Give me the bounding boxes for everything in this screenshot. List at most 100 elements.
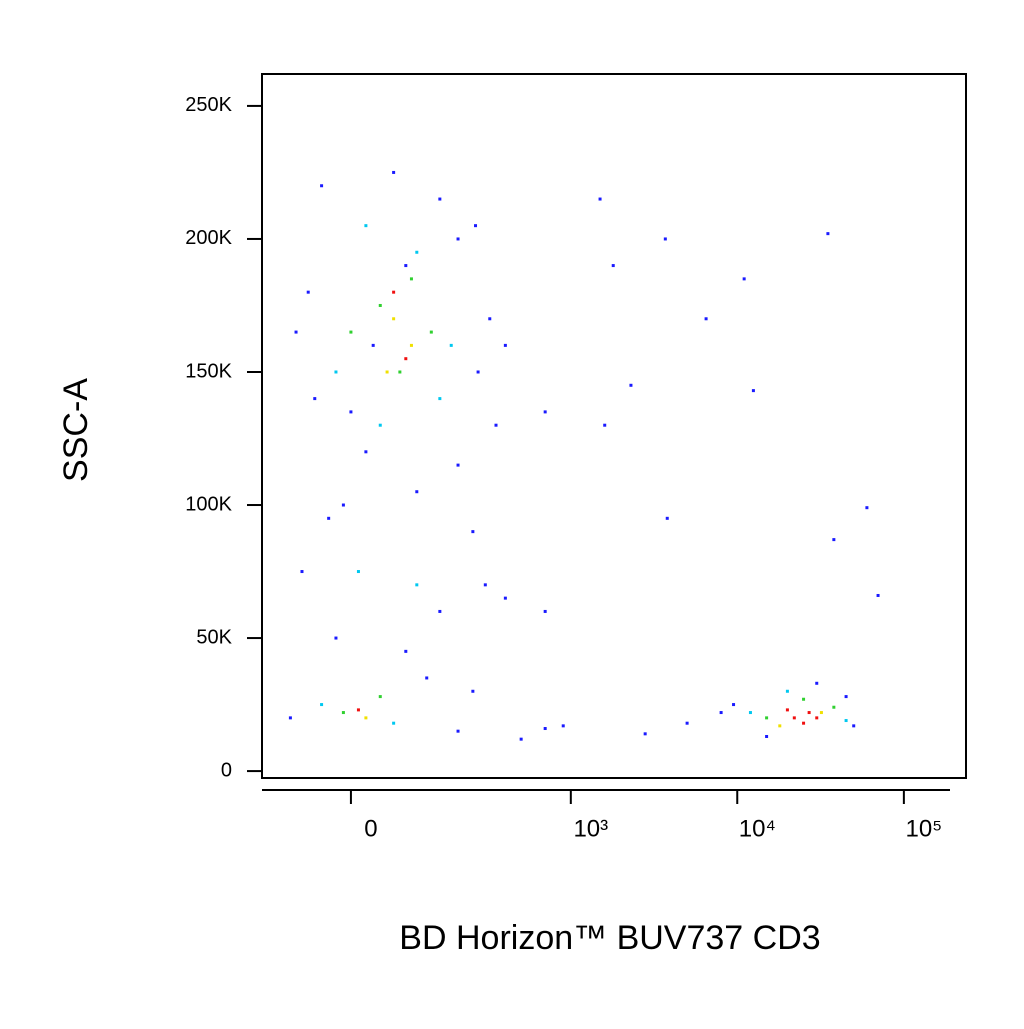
point xyxy=(751,389,755,393)
point xyxy=(425,676,429,680)
point xyxy=(876,593,880,597)
point xyxy=(802,697,806,701)
point xyxy=(832,705,836,709)
point xyxy=(488,317,492,321)
point xyxy=(765,716,769,720)
point xyxy=(865,506,869,510)
point xyxy=(778,724,782,728)
point xyxy=(320,184,324,188)
point xyxy=(438,397,442,401)
point xyxy=(807,711,811,715)
point xyxy=(378,695,382,699)
point xyxy=(503,343,507,347)
point xyxy=(456,729,460,733)
point xyxy=(378,303,382,307)
point xyxy=(378,423,382,427)
point xyxy=(364,224,368,228)
point xyxy=(385,370,389,374)
x-tick-label: 10³ xyxy=(573,815,608,842)
point xyxy=(785,708,789,712)
x-tick-label: 10⁴ xyxy=(739,815,776,842)
y-tick-label: 50K xyxy=(196,626,232,648)
point xyxy=(819,711,823,715)
point xyxy=(364,450,368,454)
x-axis-label: BD Horizon™ BUV737 CD3 xyxy=(399,919,820,957)
point xyxy=(300,570,304,574)
point xyxy=(792,716,796,720)
point xyxy=(404,649,408,653)
point xyxy=(456,463,460,467)
point xyxy=(356,708,360,712)
y-tick-label: 250K xyxy=(185,94,232,116)
point xyxy=(665,516,669,520)
point xyxy=(785,689,789,693)
y-tick-label: 150K xyxy=(185,360,232,382)
point xyxy=(456,237,460,241)
point xyxy=(802,721,806,725)
point xyxy=(356,570,360,574)
point xyxy=(294,330,298,334)
point xyxy=(404,357,408,361)
point xyxy=(719,711,723,715)
point xyxy=(815,681,819,685)
point xyxy=(404,264,408,268)
point xyxy=(826,232,830,236)
point xyxy=(371,343,375,347)
point xyxy=(392,170,396,174)
point xyxy=(643,732,647,736)
point xyxy=(398,370,402,374)
point xyxy=(663,237,667,241)
point xyxy=(519,737,523,741)
point xyxy=(483,583,487,587)
point xyxy=(611,264,615,268)
point xyxy=(364,716,368,720)
point xyxy=(392,290,396,294)
point xyxy=(471,689,475,693)
point xyxy=(815,716,819,720)
y-tick-label: 100K xyxy=(185,493,232,515)
point xyxy=(341,711,345,715)
point xyxy=(392,721,396,725)
plot-frame xyxy=(261,73,967,779)
point xyxy=(415,250,419,254)
point xyxy=(543,727,547,731)
point xyxy=(334,370,338,374)
point xyxy=(471,530,475,534)
point xyxy=(327,516,331,520)
point xyxy=(341,503,345,507)
point xyxy=(598,197,602,201)
point xyxy=(765,734,769,738)
point xyxy=(349,410,353,414)
point xyxy=(732,703,736,707)
point xyxy=(320,703,324,707)
point xyxy=(392,317,396,321)
point xyxy=(449,343,453,347)
y-tick-label: 0 xyxy=(221,759,232,781)
x-tick-label: 10⁵ xyxy=(906,815,943,842)
point xyxy=(543,410,547,414)
point xyxy=(603,423,607,427)
point xyxy=(306,290,310,294)
point xyxy=(543,609,547,613)
point xyxy=(415,490,419,494)
point xyxy=(748,711,752,715)
point xyxy=(334,636,338,640)
point xyxy=(844,695,848,699)
point xyxy=(415,583,419,587)
point xyxy=(476,370,480,374)
point xyxy=(438,197,442,201)
point xyxy=(349,330,353,334)
y-axis-label: SSC-A xyxy=(57,378,95,482)
point xyxy=(704,317,708,321)
point xyxy=(409,343,413,347)
point xyxy=(313,397,317,401)
y-tick-label: 200K xyxy=(185,227,232,249)
point xyxy=(438,609,442,613)
point xyxy=(474,224,478,228)
point xyxy=(288,716,292,720)
point xyxy=(844,719,848,723)
point xyxy=(409,277,413,281)
x-tick-label: 0 xyxy=(364,815,377,842)
point xyxy=(429,330,433,334)
